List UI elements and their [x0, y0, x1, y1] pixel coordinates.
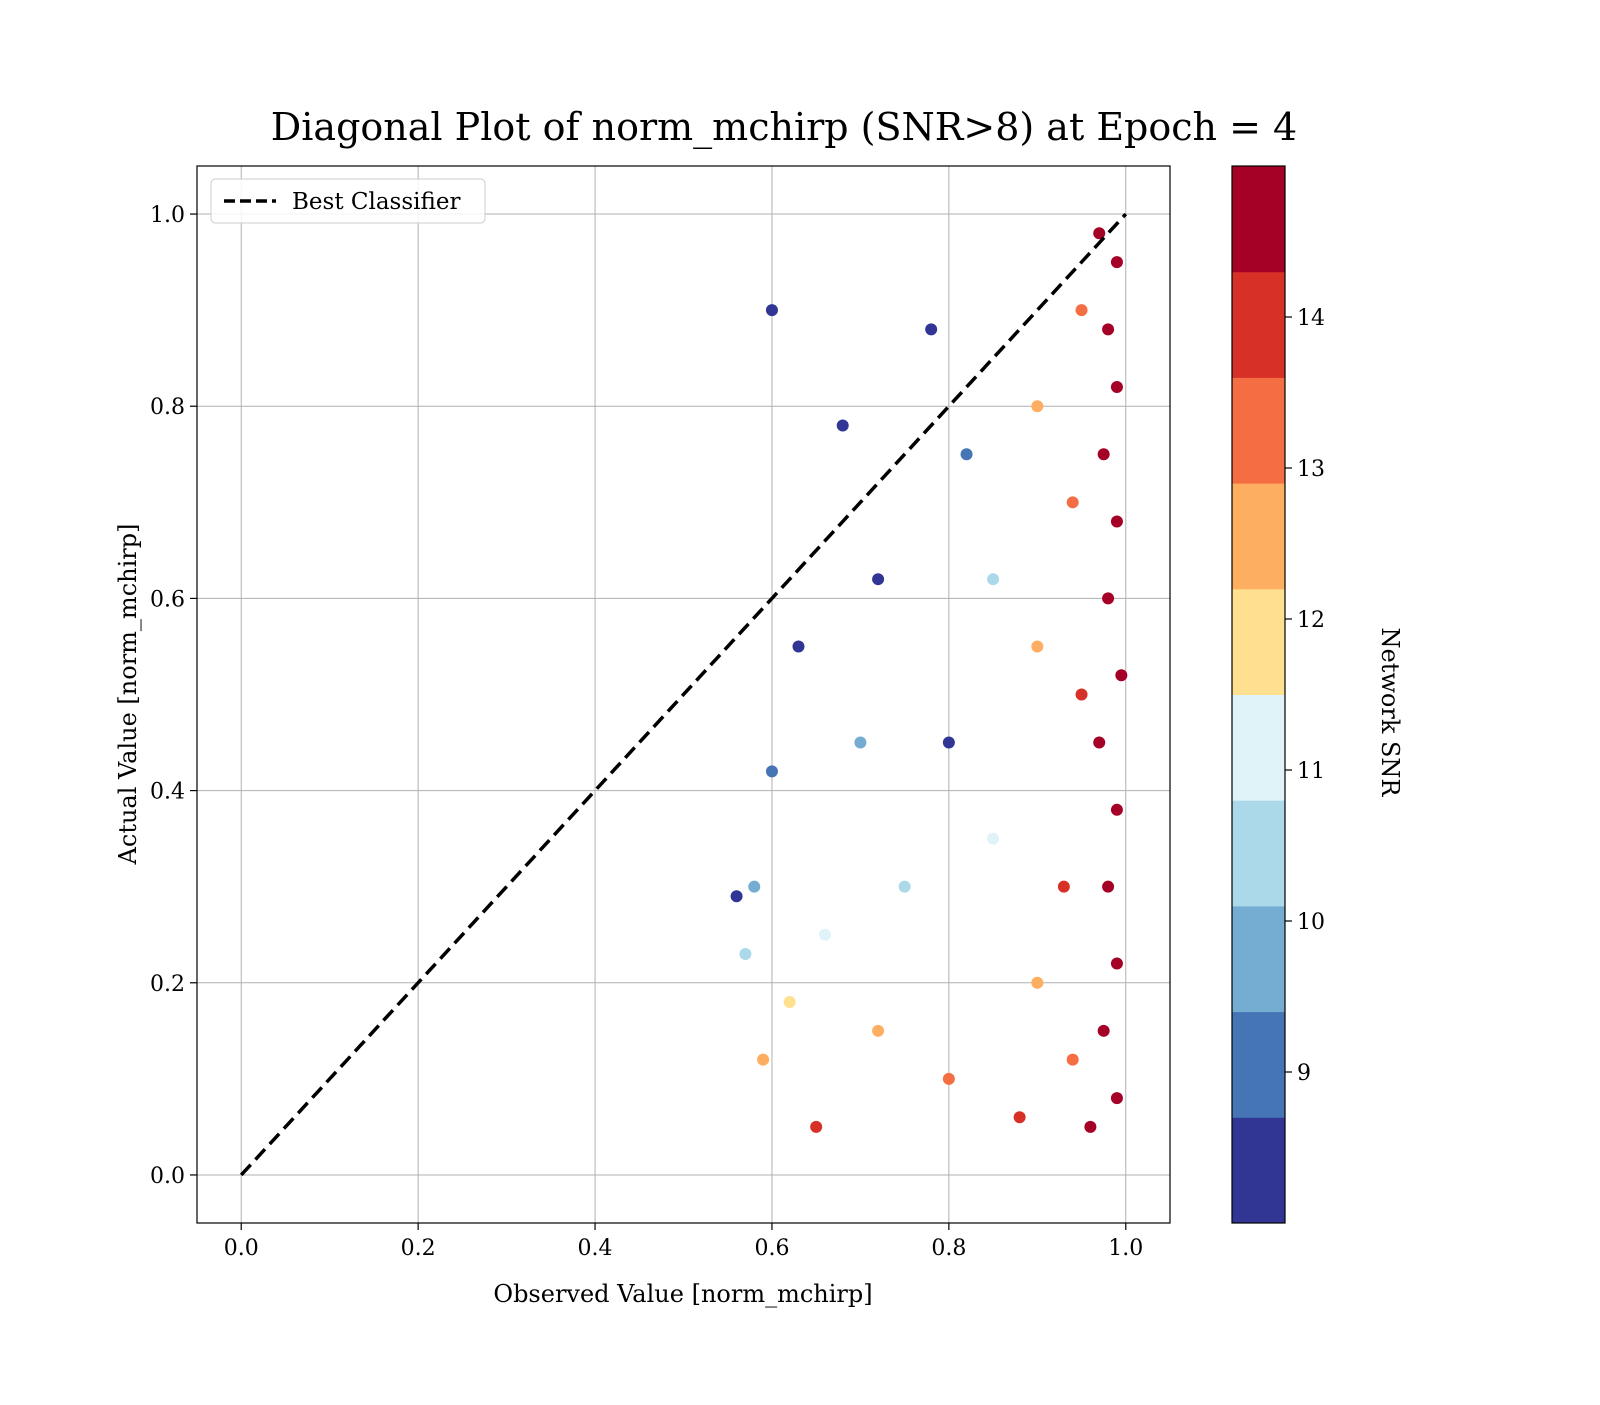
scatter-point — [854, 736, 867, 749]
scatter-point — [872, 1024, 885, 1037]
x-tick-label: 0.6 — [754, 1236, 789, 1261]
scatter-point — [1057, 880, 1070, 893]
y-axis-ticks: 0.0 0.2 0.4 0.6 0.8 1.0 — [150, 203, 197, 1189]
scatter-point — [1110, 803, 1123, 816]
colorbar-segment — [1232, 694, 1285, 801]
x-tick-label: 1.0 — [1108, 1236, 1143, 1261]
colorbar-tick-label: 12 — [1297, 608, 1325, 633]
scatter-point — [1075, 688, 1088, 701]
scatter-point — [1093, 736, 1106, 749]
colorbar-tick-label: 13 — [1297, 457, 1325, 482]
colorbar — [1231, 165, 1286, 1224]
x-axis-ticks: 0.0 0.2 0.4 0.6 0.8 1.0 — [224, 1223, 1143, 1261]
scatter-point — [739, 947, 752, 960]
colorbar-label: Network SNR — [1376, 628, 1404, 798]
scatter-point — [1097, 448, 1110, 461]
scatter-point — [1102, 880, 1115, 893]
scatter-point — [1093, 227, 1106, 240]
scatter-point — [783, 995, 796, 1008]
reference-line — [239, 212, 1128, 1177]
colorbar-segment — [1232, 377, 1285, 484]
scatter-point — [960, 448, 973, 461]
colorbar-segment — [1232, 1117, 1285, 1224]
scatter-point — [942, 736, 955, 749]
scatter-point — [1013, 1111, 1026, 1124]
colorbar-ticks: 9 10 11 12 13 14 — [1285, 306, 1325, 1086]
colorbar-segment — [1232, 800, 1285, 907]
scatter-point — [810, 1120, 823, 1133]
y-tick-label: 1.0 — [150, 203, 185, 228]
scatter-points — [730, 227, 1128, 1133]
colorbar-tick-label: 14 — [1297, 306, 1325, 331]
scatter-point — [765, 765, 778, 778]
colorbar-tick-label: 9 — [1297, 1061, 1311, 1086]
scatter-point — [898, 880, 911, 893]
y-axis-label: Actual Value [norm_mchirp] — [114, 524, 142, 866]
scatter-point — [748, 880, 761, 893]
x-tick-label: 0.0 — [224, 1236, 259, 1261]
scatter-point — [1110, 957, 1123, 970]
y-tick-label: 0.2 — [150, 972, 185, 997]
scatter-point — [1110, 381, 1123, 394]
legend-box — [210, 178, 486, 224]
chart-title: Diagonal Plot of norm_mchirp (SNR>8) at … — [271, 105, 1297, 150]
scatter-point — [1110, 515, 1123, 528]
colorbar-tick-label: 10 — [1297, 910, 1325, 935]
x-tick-label: 0.8 — [931, 1236, 966, 1261]
scatter-point — [730, 890, 743, 903]
scatter-point — [987, 832, 1000, 845]
colorbar-border — [1231, 165, 1286, 1224]
colorbar-segment — [1232, 1011, 1285, 1118]
y-tick-label: 0.4 — [150, 780, 185, 805]
x-axis-label: Observed Value [norm_mchirp] — [493, 1280, 872, 1308]
scatter-point — [1084, 1120, 1097, 1133]
scatter-point — [1031, 976, 1044, 989]
scatter-point — [1066, 1053, 1079, 1066]
scatter-point — [1031, 640, 1044, 653]
scatter-point — [1031, 400, 1044, 413]
scatter-point — [1110, 256, 1123, 269]
scatter-point — [987, 573, 1000, 586]
scatter-point — [942, 1072, 955, 1085]
x-tick-label: 0.2 — [401, 1236, 436, 1261]
colorbar-segment — [1232, 271, 1285, 378]
scatter-point — [819, 928, 832, 941]
scatter-point — [1102, 323, 1115, 336]
y-tick-label: 0.6 — [150, 587, 185, 612]
colorbar-segment — [1232, 905, 1285, 1013]
colorbar-segment — [1232, 588, 1285, 695]
y-tick-label: 0.8 — [150, 395, 185, 420]
grid — [197, 166, 1170, 1223]
scatter-point — [1066, 496, 1079, 509]
x-tick-label: 0.4 — [578, 1236, 613, 1261]
colorbar-segment — [1232, 166, 1285, 273]
y-tick-label: 0.0 — [150, 1164, 185, 1189]
colorbar-tick-label: 11 — [1297, 759, 1325, 784]
legend: Best Classifier — [210, 178, 486, 224]
best-classifier-line — [239, 212, 1128, 1177]
scatter-point — [1110, 1092, 1123, 1105]
scatter-point — [757, 1053, 770, 1066]
scatter-point — [1075, 304, 1088, 317]
scatter-point — [872, 573, 885, 586]
scatter-point — [1115, 669, 1128, 682]
legend-entry-best-classifier: Best Classifier — [292, 189, 460, 215]
plot-border — [196, 165, 1171, 1224]
scatter-point — [1097, 1024, 1110, 1037]
scatter-point — [1102, 592, 1115, 605]
scatter-point — [925, 323, 938, 336]
scatter-point — [792, 640, 805, 653]
scatter-point — [765, 304, 778, 317]
scatter-point — [836, 419, 849, 432]
colorbar-segment — [1232, 483, 1285, 590]
